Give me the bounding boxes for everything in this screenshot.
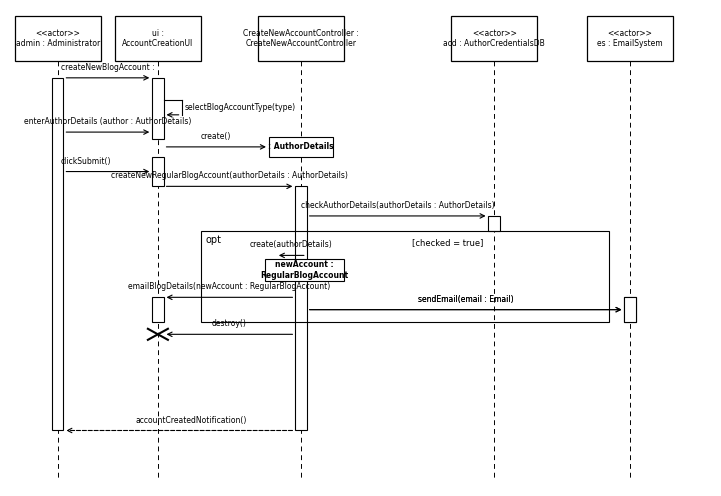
Text: createNewBlogAccount :: createNewBlogAccount : — [61, 63, 154, 72]
Bar — [115, 16, 201, 61]
Text: opt: opt — [205, 235, 222, 245]
Bar — [152, 157, 164, 186]
Text: sendEmail(email : Email): sendEmail(email : Email) — [417, 295, 513, 304]
Bar — [451, 16, 537, 61]
Text: [checked = true]: [checked = true] — [412, 238, 483, 247]
Bar — [152, 297, 164, 322]
Text: CreateNewAccountController :
CreateNewAccountController: CreateNewAccountController : CreateNewAc… — [243, 29, 359, 48]
Text: : AuthorDetails: : AuthorDetails — [268, 142, 334, 151]
Bar — [269, 137, 333, 157]
Text: sendEmail(email : Email): sendEmail(email : Email) — [417, 295, 513, 304]
Text: <<actor>>
admin : Administrator: <<actor>> admin : Administrator — [16, 29, 99, 48]
Bar — [152, 78, 164, 139]
Text: <<actor>>
acd : AuthorCredentialsDB: <<actor>> acd : AuthorCredentialsDB — [443, 29, 545, 48]
Bar — [201, 231, 609, 322]
Text: create(): create() — [201, 132, 231, 141]
Text: ui :
AccountCreationUI: ui : AccountCreationUI — [123, 29, 193, 48]
Text: enterAuthorDetails (author : AuthorDetails): enterAuthorDetails (author : AuthorDetai… — [24, 117, 192, 126]
Text: destroy(): destroy() — [212, 319, 247, 328]
Text: checkAuthorDetails(authorDetails : AuthorDetails): checkAuthorDetails(authorDetails : Autho… — [301, 201, 495, 210]
Text: selectBlogAccountType(type): selectBlogAccountType(type) — [185, 103, 296, 112]
Text: newAccount :
RegularBlogAccount: newAccount : RegularBlogAccount — [260, 260, 349, 280]
Bar — [624, 297, 636, 322]
Text: create(authorDetails): create(authorDetails) — [250, 241, 332, 249]
Bar — [15, 16, 101, 61]
Text: createNewRegularBlogAccount(authorDetails : AuthorDetails): createNewRegularBlogAccount(authorDetail… — [111, 172, 348, 181]
Bar — [489, 216, 500, 231]
Text: clickSubmit(): clickSubmit() — [61, 157, 111, 166]
Text: emailBlogDetails(newAccount : RegularBlogAccount): emailBlogDetails(newAccount : RegularBlo… — [128, 282, 331, 292]
Bar — [265, 259, 344, 281]
Bar — [624, 297, 636, 322]
Bar — [587, 16, 673, 61]
Bar — [52, 78, 63, 431]
Text: <<actor>>
es : EmailSystem: <<actor>> es : EmailSystem — [598, 29, 663, 48]
Text: accountCreatedNotification(): accountCreatedNotification() — [136, 416, 247, 425]
Bar — [296, 186, 306, 431]
Bar — [258, 16, 344, 61]
